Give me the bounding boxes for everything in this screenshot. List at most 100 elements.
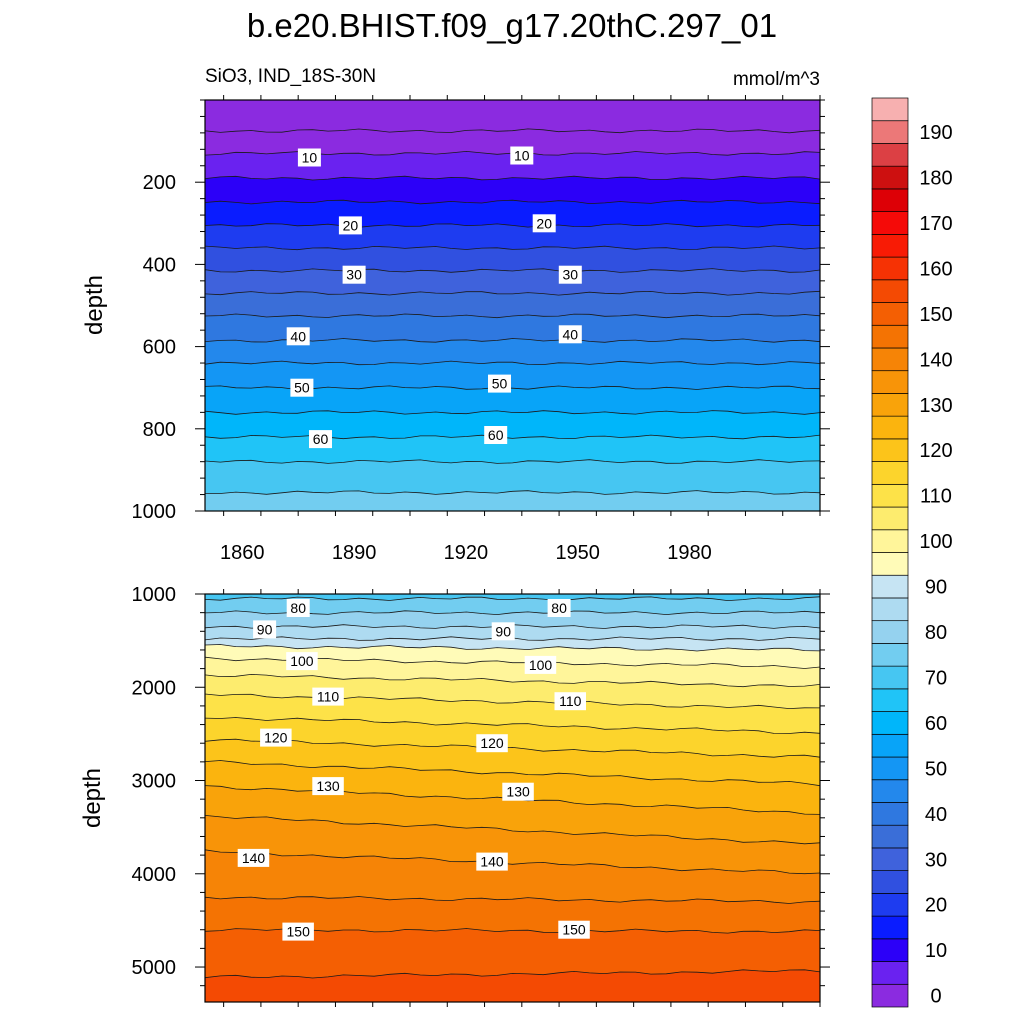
svg-text:130: 130 [506, 784, 530, 800]
contour-label: 90 [253, 620, 277, 639]
colorbar-box [871, 597, 909, 622]
colorbar-box [871, 529, 909, 553]
contour-label: 150 [558, 920, 590, 939]
contour-label: 80 [286, 599, 310, 617]
contour-label: 150 [282, 922, 314, 941]
contour-label: 140 [476, 852, 508, 871]
svg-text:50: 50 [294, 380, 310, 396]
top-panel-ticks: 200 400 600 800 1000 1860 1890 1920 1950 1980 [132, 95, 830, 564]
svg-text:30: 30 [563, 267, 579, 283]
colorbar-box [871, 620, 909, 644]
contour-label: 20 [532, 214, 556, 233]
contour-label: 30 [342, 265, 366, 284]
colorbar-box [871, 983, 909, 1008]
contour-line [204, 693, 821, 710]
colorbar-label: 50 [925, 758, 947, 780]
colorbar-box [871, 370, 909, 394]
svg-text:150: 150 [562, 922, 586, 938]
svg-text:120: 120 [264, 730, 288, 746]
y-tick-label: 1000 [132, 584, 177, 606]
contour-line [204, 815, 821, 845]
contour-label: 30 [558, 265, 582, 284]
contour-line [204, 128, 821, 134]
colorbar-box [871, 324, 909, 349]
colorbar-label: 70 [925, 668, 947, 690]
contour-label: 120 [260, 728, 292, 747]
svg-text:20: 20 [343, 217, 359, 233]
contour-line [204, 245, 821, 251]
colorbar-box [871, 415, 909, 440]
colorbar-box [871, 938, 909, 962]
contour-line [204, 199, 821, 205]
colorbar-label: 90 [925, 577, 947, 599]
svg-text:90: 90 [257, 621, 273, 637]
variable-label: SiO3, IND_18S-30N [205, 66, 376, 87]
contour-line [204, 313, 821, 319]
contour-label: 110 [554, 692, 586, 711]
contour-line [204, 760, 821, 787]
svg-text:10: 10 [302, 150, 318, 166]
svg-text:110: 110 [559, 693, 582, 709]
colorbar-label: 110 [920, 486, 952, 508]
y-tick-label: 4000 [132, 864, 177, 886]
contour-band [205, 490, 820, 511]
contour-line [204, 434, 821, 440]
x-tick-label: 1920 [444, 542, 489, 564]
contour-label: 40 [558, 325, 582, 344]
y-tick-label: 600 [143, 337, 176, 359]
colorbar-box [871, 165, 909, 190]
svg-text:100: 100 [529, 657, 553, 673]
contour-label: 90 [491, 622, 515, 641]
colorbar-label: 140 [919, 349, 952, 371]
colorbar-box [871, 779, 909, 803]
contour-label: 60 [309, 430, 332, 449]
bottom-panel-contour-labels: 80 80 90 90 100 100 110 110 120 120 130 130 140 140 15… [237, 599, 590, 941]
contour-label: 80 [547, 599, 571, 617]
contour-line [204, 717, 821, 734]
units-label: mmol/m^3 [733, 69, 820, 90]
svg-text:20: 20 [536, 215, 552, 231]
chart-title: b.e20.BHIST.f09_g17.20thC.297_01 [247, 7, 777, 44]
colorbar-box [871, 665, 909, 690]
contour-label: 130 [502, 782, 534, 801]
svg-text:60: 60 [313, 431, 329, 447]
top-panel: 10 10 20 20 30 30 40 40 50 50 60 60 200 400 600 800 100… [81, 95, 830, 564]
colorbar-box [871, 120, 909, 144]
bottom-panel-fill [205, 594, 820, 1002]
svg-text:40: 40 [290, 328, 306, 344]
colorbar-box [871, 643, 909, 667]
y-tick-label: 1000 [132, 501, 177, 523]
contour-line [204, 673, 821, 688]
svg-text:30: 30 [346, 267, 362, 283]
colorbar-label: 160 [919, 258, 952, 280]
bottom-panel-ylabel: depth [79, 768, 106, 828]
top-panel-ylabel: depth [81, 275, 108, 335]
svg-text:120: 120 [480, 735, 504, 751]
colorbar-label: 130 [919, 395, 952, 417]
contour-label: 40 [286, 327, 310, 346]
colorbar-box [871, 506, 909, 531]
colorbar-label: 80 [925, 622, 947, 644]
top-panel-frame [204, 99, 821, 512]
svg-text:150: 150 [287, 924, 311, 940]
colorbar-box [871, 393, 909, 417]
bottom-panel: 80 80 90 90 100 100 110 110 120 120 130 130 140 140 15… [79, 584, 830, 1007]
svg-text:100: 100 [290, 653, 314, 669]
colorbar-box [871, 552, 909, 576]
svg-text:140: 140 [242, 850, 266, 866]
colorbar-box [871, 893, 909, 917]
svg-text:80: 80 [290, 600, 306, 616]
bottom-panel-ticks: 1000 2000 3000 4000 5000 [132, 584, 830, 1007]
y-tick-label: 5000 [132, 957, 177, 979]
x-tick-label: 1860 [220, 542, 265, 564]
colorbar-box [871, 347, 909, 372]
bottom-panel-frame [204, 593, 821, 1003]
svg-text:90: 90 [495, 623, 511, 639]
colorbar-box [871, 211, 909, 235]
contour-line [204, 596, 821, 602]
y-tick-label: 800 [143, 419, 176, 441]
colorbar-box [871, 302, 909, 326]
svg-text:40: 40 [563, 326, 579, 342]
colorbar-box [871, 847, 909, 871]
